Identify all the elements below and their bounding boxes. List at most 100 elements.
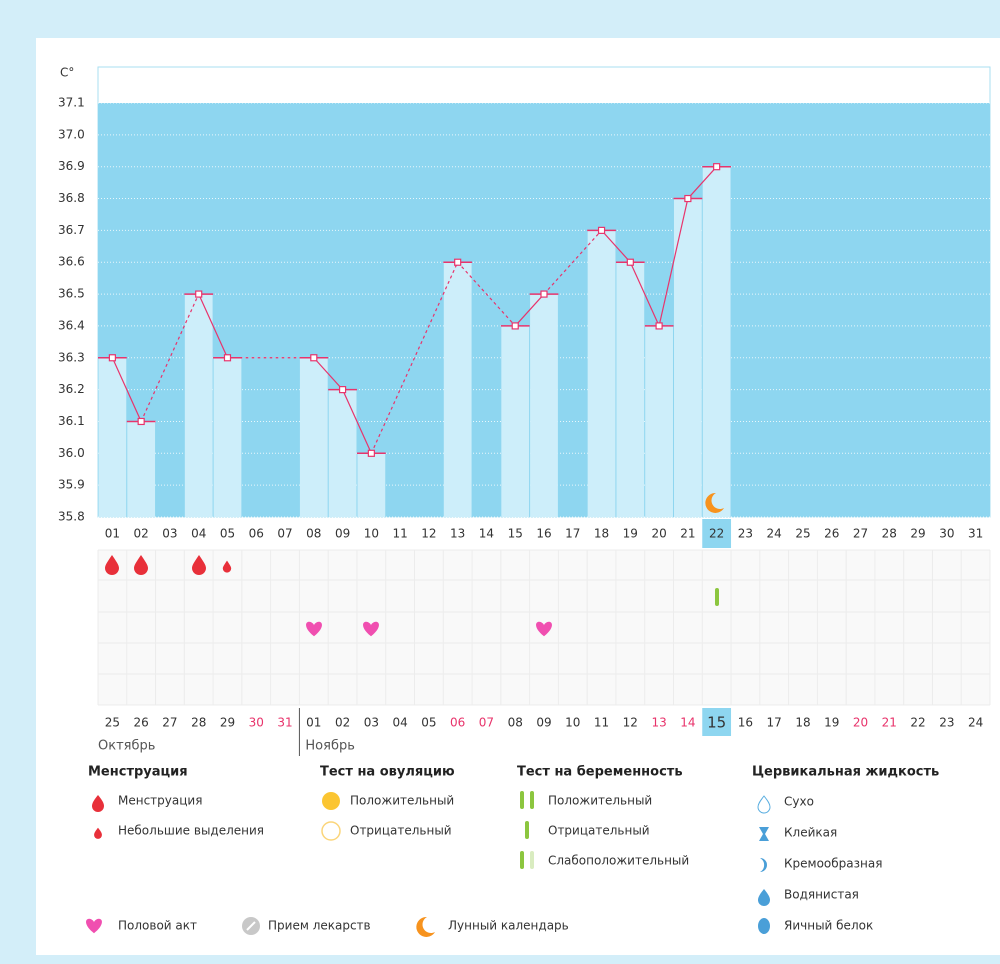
y-tick-label: 36.8: [58, 191, 85, 205]
date-label: 04: [392, 716, 407, 730]
legend-item: Менструация: [118, 794, 202, 808]
point: [367, 449, 375, 457]
legend-item: Положительный: [548, 794, 652, 808]
x-tick-label: 24: [767, 527, 782, 541]
x-tick-label: 25: [795, 527, 810, 541]
line-segment: [658, 198, 689, 327]
point: [338, 386, 347, 394]
point: [454, 258, 462, 266]
month-label: Ноябрь: [305, 739, 354, 754]
x-tick-label: 10: [364, 527, 379, 541]
x-tick-label: 31: [968, 527, 983, 541]
point: [597, 226, 606, 234]
legend-item: Клейкая: [784, 826, 837, 840]
legend-icon: [92, 795, 104, 812]
line-segment: [514, 293, 545, 327]
y-tick-label: 35.8: [58, 510, 85, 524]
today-highlight: [702, 519, 732, 548]
x-tick-label: 16: [536, 527, 551, 541]
y-tick-label: 36.3: [58, 350, 85, 364]
x-tick-label: 13: [450, 527, 465, 541]
legend-icon: [530, 851, 534, 869]
date-label: 13: [651, 716, 666, 730]
legend-item: Отрицательный: [350, 824, 452, 838]
gap-connector: [543, 229, 602, 295]
legend: Менструация Менструация Небольшие выделе…: [86, 765, 939, 937]
bar: [127, 421, 156, 517]
y-tick-label: 37.1: [58, 96, 85, 110]
chart: 37.1 37.0 36.9 36.8 36.7 36.6 36.5 36.4 36.3 36.2…: [58, 96, 990, 756]
legend-item: Прием лекарств: [268, 919, 371, 933]
x-tick-label: 27: [853, 527, 868, 541]
legend-icon: [758, 889, 770, 906]
line-segment: [629, 261, 660, 327]
legend-icon: [759, 827, 769, 841]
legend-item: Яичный белок: [784, 919, 873, 933]
legend-item: Кремообразная: [784, 857, 882, 871]
point: [626, 258, 634, 266]
gap-connector: [370, 261, 459, 454]
intercourse-icon: [363, 621, 379, 637]
legend-item: Небольшие выделения: [118, 824, 264, 838]
x-tick-label: 09: [335, 527, 350, 541]
legend-title: Менструация: [88, 765, 188, 780]
point: [540, 290, 548, 298]
bar: [673, 198, 702, 518]
x-tick-label: 05: [220, 527, 235, 541]
y-axis-label: C°: [60, 66, 74, 80]
x-tick-label: 20: [651, 527, 666, 541]
bar: [501, 325, 530, 517]
bar: [645, 325, 673, 517]
x-tick-label: 06: [249, 527, 264, 541]
spotting-icon: [222, 560, 232, 573]
y-tick-label: 36.5: [58, 287, 85, 301]
point: [195, 290, 203, 298]
legend-item: Сухо: [784, 795, 814, 809]
date-label: 02: [335, 716, 350, 730]
pregnancy-test-icon: [715, 588, 719, 606]
legend-title: Тест на овуляцию: [320, 765, 455, 780]
x-tick-label: 15: [508, 527, 523, 541]
y-tick-label: 35.9: [58, 478, 85, 492]
date-label: 23: [939, 716, 954, 730]
line-segment: [687, 166, 718, 199]
legend-title: Тест на беременность: [517, 765, 683, 780]
line-segment: [342, 389, 372, 454]
x-tick-label: 30: [939, 527, 954, 541]
gap-connector: [140, 293, 200, 422]
date-label: 21: [882, 716, 897, 730]
bar: [587, 230, 616, 517]
legend-icon: [86, 918, 102, 934]
bar: [213, 357, 242, 517]
legend-title: Цервикальная жидкость: [752, 765, 939, 780]
menstruation-icon: [105, 555, 119, 575]
x-tick-label: 11: [392, 527, 407, 541]
date-label: 24: [968, 716, 983, 730]
date-label: 28: [191, 716, 206, 730]
moon-icon: [705, 492, 724, 513]
bar: [98, 357, 127, 517]
bar: [702, 166, 731, 517]
legend-icon: [322, 792, 340, 810]
point: [108, 354, 116, 362]
point: [684, 194, 692, 203]
x-tick-label: 19: [623, 527, 638, 541]
date-label: 15: [707, 714, 726, 732]
legend-icon: [758, 918, 770, 934]
legend-icon: [757, 795, 771, 814]
y-tick-label: 36.2: [58, 382, 85, 396]
date-label: 17: [767, 716, 782, 730]
point: [713, 163, 721, 171]
date-label: 25: [105, 716, 120, 730]
date-label: 08: [508, 716, 523, 730]
bar: [616, 262, 645, 517]
date-label: 06: [450, 716, 465, 730]
date-label: 11: [594, 716, 609, 730]
menstruation-icon: [134, 555, 148, 575]
line-segment: [111, 357, 142, 422]
x-tick-label: 12: [421, 527, 436, 541]
x-tick-label: 23: [738, 527, 753, 541]
date-label: 29: [220, 716, 235, 730]
point: [310, 354, 318, 362]
bar: [530, 294, 558, 517]
